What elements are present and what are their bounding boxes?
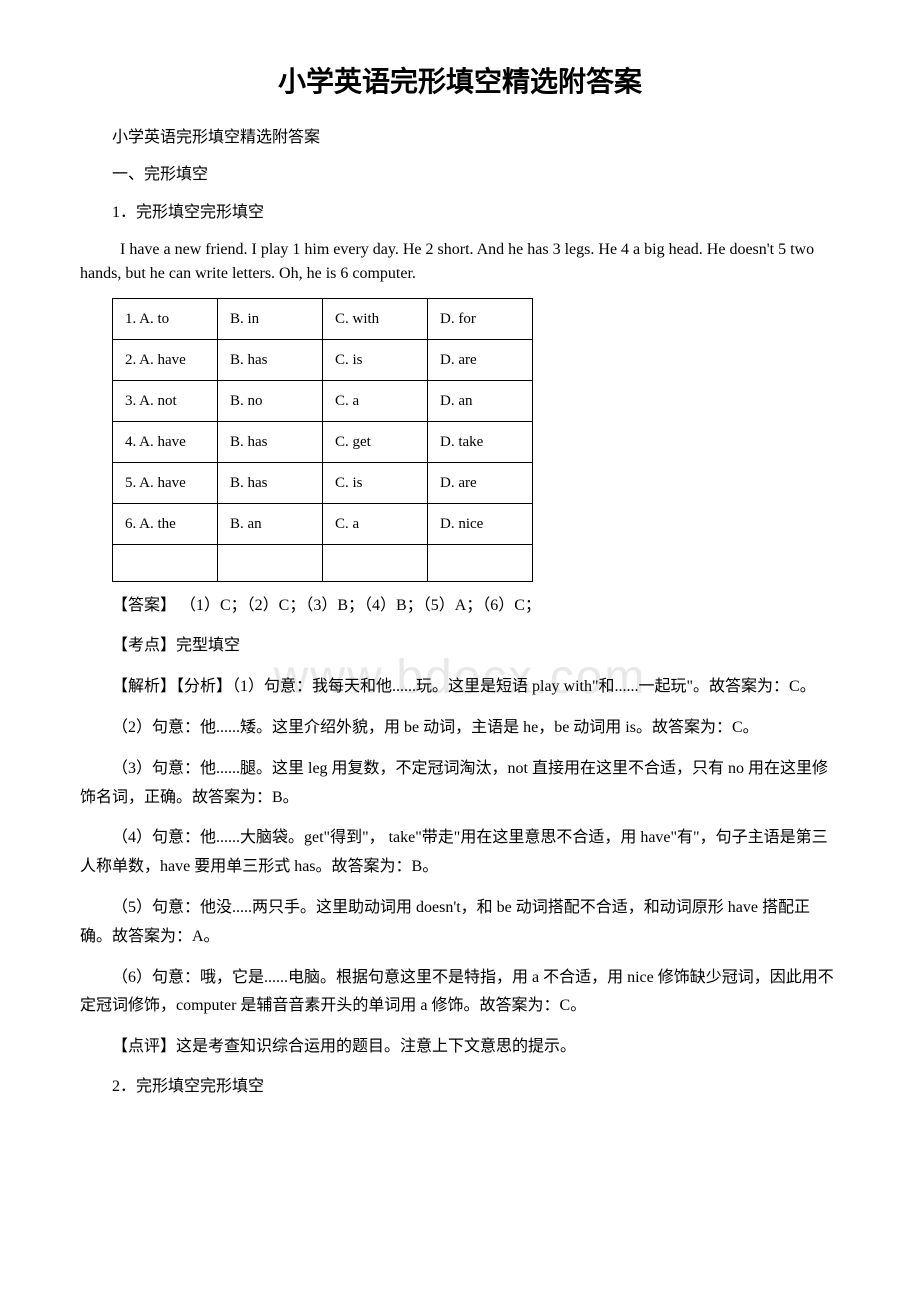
- empty-cell: [113, 544, 218, 581]
- point-line: 【考点】完型填空: [80, 632, 840, 661]
- option-cell: B. has: [218, 462, 323, 503]
- option-cell: D. are: [428, 339, 533, 380]
- analysis-item: （4）句意：他......大脑袋。get"得到"， take"带走"用在这里意思…: [80, 824, 840, 882]
- analysis-intro: 【解析】【分析】（1）句意：我每天和他......玩。这里是短语 play wi…: [80, 673, 840, 702]
- table-row: 3. A. not B. no C. a D. an: [113, 380, 533, 421]
- document-subtitle: 小学英语完形填空精选附答案: [80, 125, 840, 151]
- table-row: 1. A. to B. in C. with D. for: [113, 298, 533, 339]
- table-row: 2. A. have B. has C. is D. are: [113, 339, 533, 380]
- option-cell: D. an: [428, 380, 533, 421]
- empty-cell: [323, 544, 428, 581]
- option-cell: B. has: [218, 421, 323, 462]
- option-cell: D. for: [428, 298, 533, 339]
- option-cell: D. nice: [428, 503, 533, 544]
- option-cell: 2. A. have: [113, 339, 218, 380]
- analysis-item: （2）句意：他......矮。这里介绍外貌，用 be 动词，主语是 he，be …: [80, 714, 840, 743]
- option-cell: C. is: [323, 339, 428, 380]
- option-cell: 1. A. to: [113, 298, 218, 339]
- options-table: 1. A. to B. in C. with D. for 2. A. have…: [112, 298, 533, 582]
- option-cell: 5. A. have: [113, 462, 218, 503]
- option-cell: B. has: [218, 339, 323, 380]
- option-cell: B. no: [218, 380, 323, 421]
- table-row: 6. A. the B. an C. a D. nice: [113, 503, 533, 544]
- option-cell: 3. A. not: [113, 380, 218, 421]
- analysis-item: （5）句意：他没.....两只手。这里助动词用 doesn't，和 be 动词搭…: [80, 894, 840, 952]
- option-cell: C. get: [323, 421, 428, 462]
- option-cell: C. is: [323, 462, 428, 503]
- option-cell: C. a: [323, 503, 428, 544]
- section-heading: 一、完形填空: [80, 162, 840, 188]
- comment-line: 【点评】这是考查知识综合运用的题目。注意上下文意思的提示。: [80, 1033, 840, 1062]
- empty-cell: [218, 544, 323, 581]
- option-cell: B. in: [218, 298, 323, 339]
- option-cell: D. take: [428, 421, 533, 462]
- document-content: 小学英语完形填空精选附答案 小学英语完形填空精选附答案 一、完形填空 1．完形填…: [80, 60, 840, 1100]
- option-cell: 6. A. the: [113, 503, 218, 544]
- analysis-item: （6）句意：哦，它是......电脑。根据句意这里不是特指，用 a 不合适，用 …: [80, 964, 840, 1022]
- option-cell: C. with: [323, 298, 428, 339]
- option-cell: C. a: [323, 380, 428, 421]
- option-cell: B. an: [218, 503, 323, 544]
- question-2-heading: 2．完形填空完形填空: [80, 1074, 840, 1100]
- option-cell: D. are: [428, 462, 533, 503]
- option-cell: 4. A. have: [113, 421, 218, 462]
- answer-line: 【答案】 （1）C；（2）C；（3）B；（4）B；（5）A；（6）C；: [80, 592, 840, 621]
- document-title: 小学英语完形填空精选附答案: [80, 60, 840, 105]
- table-row: 5. A. have B. has C. is D. are: [113, 462, 533, 503]
- empty-cell: [428, 544, 533, 581]
- question-1-passage: I have a new friend. I play 1 him every …: [80, 238, 840, 286]
- table-row: 4. A. have B. has C. get D. take: [113, 421, 533, 462]
- question-1-heading: 1．完形填空完形填空: [80, 200, 840, 226]
- table-row-empty: [113, 544, 533, 581]
- analysis-item: （3）句意：他......腿。这里 leg 用复数，不定冠词淘汰，not 直接用…: [80, 755, 840, 813]
